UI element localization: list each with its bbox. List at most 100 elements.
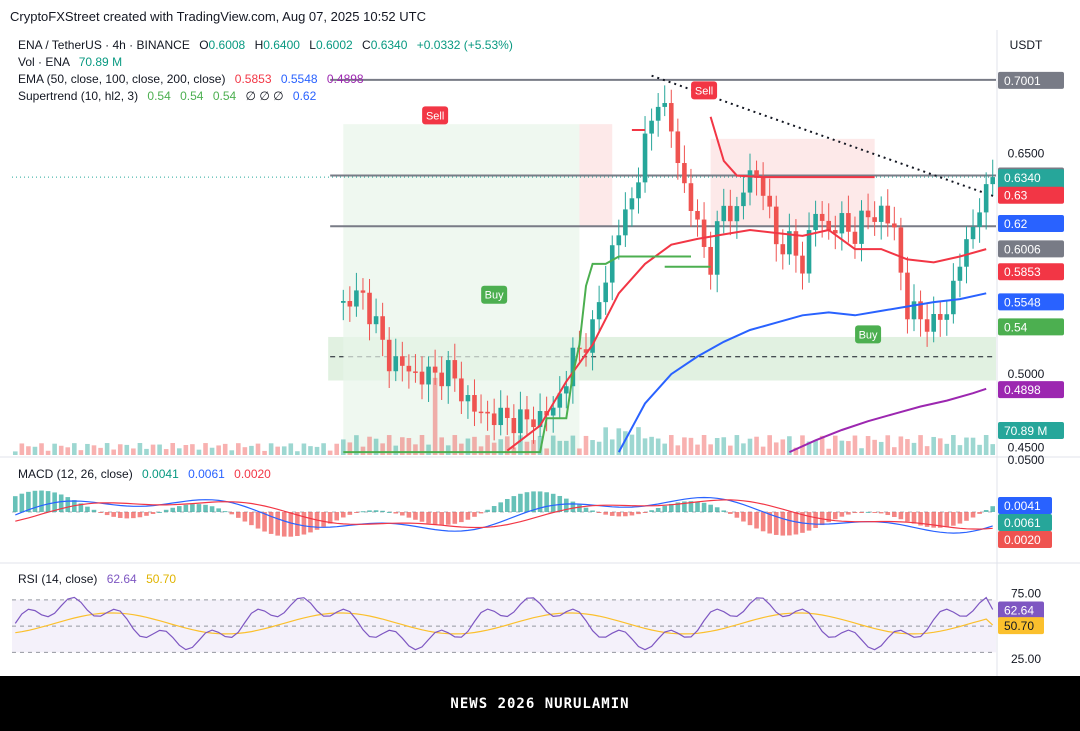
- currency-label[interactable]: USDT: [1010, 38, 1043, 52]
- ema-label: EMA (50, close, 100, close, 200, close): [18, 72, 225, 86]
- macd-histogram-bar: [603, 512, 608, 515]
- macd-histogram-bar: [682, 501, 687, 512]
- candle-body: [616, 235, 622, 246]
- volume-bar: [268, 443, 274, 455]
- volume-bar: [419, 435, 425, 455]
- volume-bar: [596, 441, 602, 455]
- rsi-axis-badge-label: 50.70: [1004, 619, 1034, 633]
- macd-histogram-bar: [268, 512, 274, 534]
- volume-bar: [504, 436, 510, 455]
- volume-bar: [734, 435, 740, 455]
- macd-histogram-bar: [504, 498, 510, 512]
- volume-bar: [236, 443, 241, 455]
- volume-bar: [649, 436, 654, 455]
- candle-body: [800, 255, 805, 274]
- rsi-line: [14, 596, 994, 651]
- macd-axis-badge-label: 0.0041: [1004, 499, 1041, 513]
- price-axis-badge: [998, 318, 1064, 336]
- macd-histogram-bar: [196, 504, 202, 512]
- candle-body: [682, 163, 687, 184]
- macd-histogram-bar: [301, 512, 307, 535]
- ema100-line: [617, 292, 987, 453]
- candle-body: [583, 349, 589, 353]
- macd-histogram-bar: [478, 512, 484, 514]
- macd-histogram-bar: [623, 512, 628, 517]
- volume-bar: [163, 449, 169, 455]
- price-axis-badge-label: 0.4898: [1004, 383, 1041, 397]
- volume-bar: [931, 436, 936, 455]
- candle-body: [918, 301, 923, 320]
- candle-body: [603, 282, 608, 303]
- volume-layer: [12, 377, 996, 455]
- ohlc-open-key: O: [199, 38, 208, 52]
- candle-body: [347, 301, 353, 307]
- candle-body: [747, 170, 753, 193]
- macd-histogram-bar: [524, 492, 530, 512]
- volume-bar: [892, 447, 897, 455]
- macd-histogram-bar: [537, 491, 543, 512]
- macd-histogram-bar: [386, 511, 392, 513]
- macd-histogram-bar: [98, 512, 103, 513]
- volume-bar: [872, 439, 877, 455]
- macd-axis-badge-label: 0.0020: [1004, 533, 1041, 547]
- volume-bar: [577, 448, 582, 455]
- volume-bar: [360, 446, 366, 455]
- macd-histogram-bar: [281, 512, 287, 537]
- volume-bar: [386, 435, 392, 455]
- macd-histogram-bar: [550, 493, 556, 512]
- volume-bar: [524, 441, 530, 455]
- candle-body: [445, 360, 451, 387]
- price-axis-badge: [998, 186, 1064, 204]
- volume-bar: [255, 443, 261, 455]
- sell-signal-badge: [691, 81, 718, 100]
- volume-bar: [32, 446, 38, 455]
- volume-bar: [944, 443, 950, 455]
- candle-body: [773, 206, 779, 245]
- price-tick-label: 0.6500: [1008, 147, 1045, 161]
- macd-histogram-bar: [360, 511, 366, 513]
- macd-histogram-bar: [760, 512, 766, 532]
- ohlc-close-value: 0.6340: [371, 38, 408, 52]
- macd-histogram-bar: [787, 512, 792, 536]
- candle-body: [340, 301, 346, 303]
- candle-body: [826, 220, 832, 231]
- volume-bar: [957, 445, 963, 455]
- volume-bar: [26, 446, 31, 455]
- signal-markers-layer: Sell Sell Buy Buy: [422, 81, 882, 344]
- volume-bar: [19, 443, 25, 455]
- price-axis-badge: [998, 293, 1064, 311]
- candle-body: [905, 272, 910, 320]
- candle-body: [564, 386, 569, 394]
- candle-body: [990, 177, 996, 185]
- price-axis[interactable]: 0.65000.60000.55000.50000.45000.050075.0…: [0, 30, 1080, 676]
- volume-bar: [570, 435, 576, 455]
- candle-body: [380, 316, 385, 340]
- macd-histogram-bar: [767, 512, 772, 534]
- candle-body: [537, 411, 543, 428]
- candle-body: [937, 313, 943, 320]
- volume-bar: [150, 444, 156, 455]
- candle-body: [511, 418, 517, 434]
- volume-bar: [117, 444, 123, 455]
- macd-histogram-bar: [675, 502, 681, 512]
- volume-bar: [347, 442, 353, 455]
- ohlc-open-value: 0.6008: [209, 38, 246, 52]
- candle-body: [760, 177, 766, 196]
- macd-histogram-bar: [865, 511, 871, 513]
- price-tick-label: 0.5000: [1008, 367, 1045, 381]
- volume-bar: [249, 445, 254, 455]
- macd-histogram-bar: [668, 503, 674, 512]
- volume-bar: [832, 435, 838, 455]
- ema200-value: 0.4898: [327, 72, 364, 86]
- macd-histogram-bar: [852, 512, 858, 514]
- candle-body: [714, 221, 720, 275]
- candle-body: [373, 316, 379, 325]
- macd-histogram-bar: [832, 512, 838, 520]
- candle-body: [885, 205, 891, 224]
- candle-body: [931, 313, 936, 332]
- rsi-label: RSI (14, close): [18, 572, 97, 586]
- candle-body: [951, 280, 956, 315]
- candle-body: [459, 378, 464, 402]
- buy-signal-badge: [481, 285, 508, 304]
